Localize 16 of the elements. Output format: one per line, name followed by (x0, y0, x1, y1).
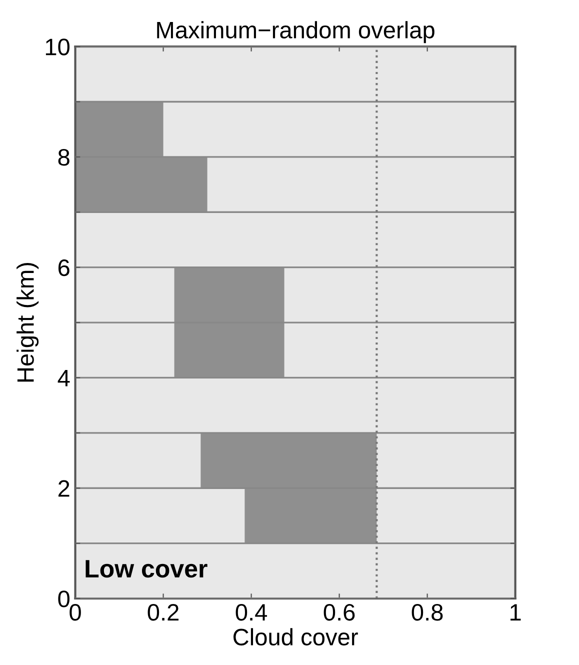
y-tick-label: 8 (58, 149, 70, 166)
annotation: Low cover (86, 560, 208, 578)
x-tick-label: 0.6 (324, 604, 355, 621)
x-axis-title: Cloud cover (234, 628, 358, 646)
x-tick-label: 0.2 (148, 604, 179, 621)
y-tick-label: 6 (58, 259, 70, 276)
y-axis-title: Height (km) (16, 262, 39, 382)
chart-title: Maximum−random overlap (157, 21, 434, 44)
x-tick-label: 0 (70, 604, 81, 621)
y-tick-label: 10 (46, 38, 70, 56)
y-tick-label: 2 (58, 480, 70, 497)
y-tick-label: 4 (58, 370, 70, 386)
y-tick-label: 0 (58, 590, 70, 608)
x-tick-label: 0.8 (412, 604, 443, 621)
x-tick-label: 0.4 (236, 604, 268, 621)
x-tick-label: 1 (510, 604, 521, 620)
